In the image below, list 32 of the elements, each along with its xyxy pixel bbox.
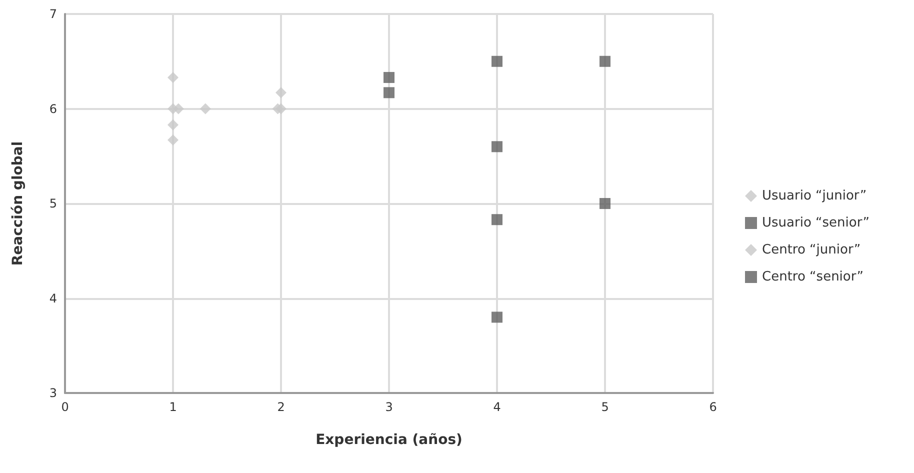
legend-label: Centro “senior” (762, 270, 864, 284)
x-tick-label: 6 (709, 400, 717, 414)
point (600, 198, 610, 209)
point (172, 103, 184, 114)
point (276, 87, 286, 98)
x-axis-title: Experiencia (años) (316, 432, 462, 448)
x-tick-label: 0 (61, 400, 69, 414)
legend-label: Usuario “junior” (762, 188, 867, 204)
x-tick-label: 5 (601, 400, 609, 414)
y-tick-label: 5 (49, 196, 57, 210)
x-tick-label: 4 (493, 400, 501, 414)
point (200, 103, 211, 114)
point (168, 134, 178, 146)
y-tick-label: 4 (49, 291, 57, 306)
legend-label: Usuario “senior” (762, 216, 870, 230)
point (492, 56, 502, 67)
point (600, 56, 610, 67)
point (384, 72, 394, 83)
y-tick-label: 6 (49, 102, 57, 116)
x-tick-label: 1 (169, 400, 177, 414)
point (168, 119, 178, 130)
y-axis-title: Reacción global (10, 141, 26, 266)
legend-label: Centro “junior” (762, 242, 861, 258)
point (168, 72, 178, 83)
y-tick-label: 3 (49, 386, 57, 400)
point (492, 312, 502, 323)
point (492, 214, 502, 226)
x-tick-label: 2 (277, 400, 285, 414)
point (384, 87, 394, 98)
x-tick-label: 3 (385, 400, 393, 414)
point (492, 141, 502, 152)
y-tick-label: 7 (49, 7, 57, 21)
